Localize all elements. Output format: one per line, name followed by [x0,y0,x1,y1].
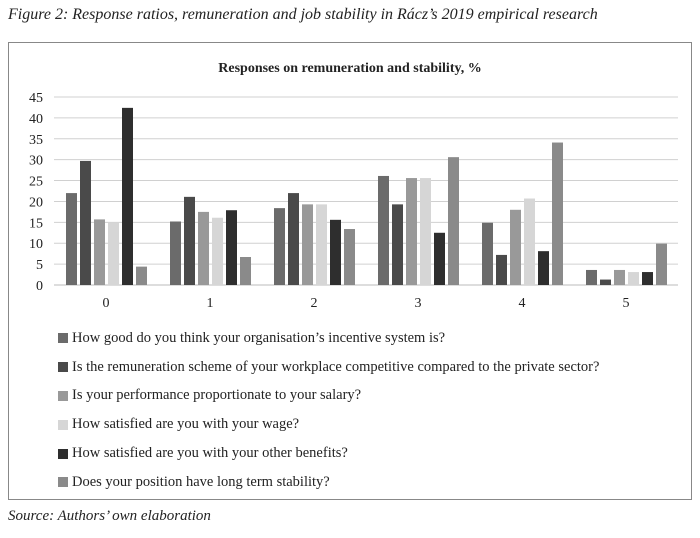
legend-label: How satisfied are you with your wage? [72,416,300,433]
y-tick-label: 45 [29,91,43,106]
legend-item: How satisfied are you with your wage? [58,410,599,439]
legend-label: How good do you think your organisation’… [72,329,446,346]
x-tick-label: 1 [207,296,214,311]
x-tick-label: 0 [103,296,110,311]
bar [628,272,639,285]
bar [524,198,535,285]
bar [614,269,625,285]
bar [434,232,445,285]
figure-caption: Figure 2: Response ratios, remuneration … [8,6,598,23]
y-tick-label: 20 [29,195,43,210]
bar [274,208,285,285]
chart-frame [8,42,692,500]
y-tick-label: 25 [29,175,43,190]
bar [392,204,403,285]
y-tick-label: 30 [29,154,43,169]
bar [80,160,91,285]
bar [170,221,181,285]
bar [302,204,313,285]
chart-title: Responses on remuneration and stability,… [218,61,481,76]
bar [510,209,521,285]
bar [344,229,355,285]
legend-item: How satisfied are you with your other be… [58,439,599,468]
bar [552,142,563,285]
legend-item: Does your position have long term stabil… [58,468,599,497]
bar [600,279,611,285]
bar [136,266,147,285]
y-tick-label: 40 [29,112,43,127]
bar [642,272,653,285]
bar [66,193,77,285]
bar [378,175,389,285]
legend-swatch [58,362,68,373]
legend-swatch [58,333,68,344]
legend-label: Is your performance proportionate to you… [72,387,362,404]
bar [108,222,119,285]
bar [122,107,133,286]
bar [198,211,209,285]
source-note: Source: Authors’ own elaboration [8,508,211,524]
bar [184,196,195,285]
legend-swatch [58,390,68,401]
bar [240,257,251,285]
bar [420,178,431,285]
bar [316,204,327,285]
bar [212,217,223,285]
y-tick-label: 35 [29,133,43,148]
bar [656,243,667,285]
y-tick-label: 5 [36,258,43,273]
bar [538,251,549,285]
x-tick-label: 5 [623,296,630,311]
legend-swatch [58,477,68,488]
bar [448,157,459,285]
y-tick-label: 15 [29,216,43,231]
legend-swatch [58,448,68,459]
legend-swatch [58,419,68,430]
bar [226,210,237,285]
bar [406,178,417,285]
bar [288,193,299,285]
bar [482,222,493,285]
x-tick-label: 3 [415,296,422,311]
legend-label: Does your position have long term stabil… [72,473,330,490]
legend-item: Is your performance proportionate to you… [58,382,599,411]
legend-item: How good do you think your organisation’… [58,324,599,353]
bar [94,219,105,285]
x-tick-label: 4 [519,296,526,311]
legend-item: Is the remuneration scheme of your workp… [58,353,599,382]
bar [330,219,341,285]
bar [496,254,507,285]
y-tick-label: 10 [29,237,43,252]
y-tick-label: 0 [36,279,43,294]
legend-label: How satisfied are you with your other be… [72,445,348,462]
legend: How good do you think your organisation’… [58,324,599,497]
bar [586,269,597,285]
legend-label: Is the remuneration scheme of your workp… [72,358,600,375]
x-tick-label: 2 [311,296,318,311]
